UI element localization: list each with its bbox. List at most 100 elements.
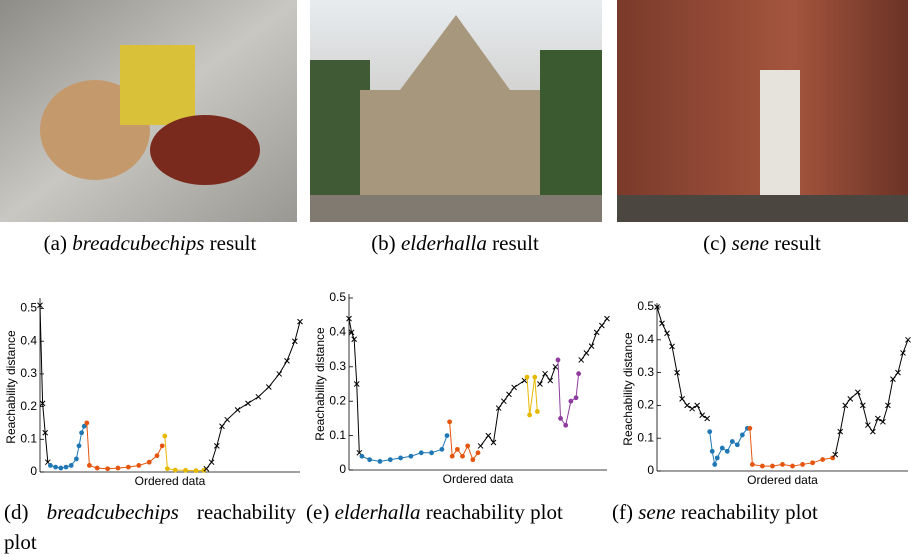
point xyxy=(245,400,251,407)
point xyxy=(679,395,685,402)
point xyxy=(477,443,484,449)
point xyxy=(659,320,665,327)
reachability-line xyxy=(164,435,204,472)
y-tick-label: 0.4 xyxy=(329,325,346,339)
point xyxy=(201,467,207,473)
point xyxy=(490,439,497,446)
point xyxy=(208,459,215,466)
point xyxy=(669,343,675,350)
point xyxy=(558,416,563,421)
point xyxy=(398,455,403,461)
point xyxy=(81,423,87,429)
point xyxy=(598,322,605,329)
point xyxy=(712,462,718,467)
y-tick-label: 0.3 xyxy=(637,365,654,379)
point xyxy=(39,400,46,407)
point xyxy=(359,453,365,459)
y-axis-label: Reachability distance xyxy=(313,327,327,441)
point xyxy=(837,428,844,435)
point xyxy=(495,405,502,411)
point xyxy=(348,329,355,336)
reachability-line xyxy=(206,321,301,470)
y-tick-label: 0.2 xyxy=(637,398,654,412)
point xyxy=(76,443,82,449)
point xyxy=(830,455,836,461)
point xyxy=(864,422,871,428)
point xyxy=(593,329,600,336)
x-axis-label: Ordered data xyxy=(443,472,514,486)
point xyxy=(346,315,352,322)
point xyxy=(724,448,730,454)
point xyxy=(563,422,569,428)
point xyxy=(353,381,360,387)
caption: (b) elderhalla result xyxy=(371,231,539,255)
point xyxy=(63,464,69,470)
point xyxy=(674,369,680,376)
caption: (e) elderhalla reachability plot xyxy=(306,500,563,524)
point xyxy=(74,456,79,462)
point xyxy=(159,443,165,449)
reachability-line xyxy=(539,366,556,385)
point xyxy=(234,407,241,413)
point xyxy=(905,336,911,343)
point xyxy=(291,338,298,345)
point xyxy=(729,439,735,444)
point xyxy=(555,357,561,363)
caption: (f) sene reachability plot xyxy=(612,500,818,524)
point xyxy=(880,418,886,425)
point xyxy=(790,463,795,469)
y-tick-label: 0.3 xyxy=(20,366,37,380)
point xyxy=(780,462,785,467)
point xyxy=(125,464,131,470)
point xyxy=(885,402,891,409)
reachability-line xyxy=(749,428,833,467)
point xyxy=(465,443,471,449)
y-tick-label: 0.4 xyxy=(637,332,654,346)
point xyxy=(770,463,775,469)
point xyxy=(449,453,455,459)
point xyxy=(58,465,64,471)
point xyxy=(832,451,839,458)
point xyxy=(537,381,543,387)
point xyxy=(890,376,896,383)
point xyxy=(136,463,142,468)
point xyxy=(94,465,100,471)
point xyxy=(739,432,745,438)
point xyxy=(604,315,610,322)
reachability-line xyxy=(86,422,163,470)
point xyxy=(53,464,58,470)
point xyxy=(532,374,538,380)
point xyxy=(875,415,881,422)
y-tick-label: 0.5 xyxy=(20,301,37,315)
point xyxy=(48,463,53,468)
reachability-line xyxy=(834,339,909,455)
point xyxy=(573,395,579,401)
point xyxy=(527,412,532,418)
point xyxy=(162,433,168,439)
point xyxy=(694,402,701,409)
point xyxy=(297,318,303,325)
point xyxy=(842,402,849,409)
point xyxy=(115,465,121,471)
point xyxy=(578,357,585,363)
x-axis-label: Ordered data xyxy=(747,473,818,487)
point xyxy=(709,448,715,454)
point xyxy=(87,463,92,468)
point xyxy=(79,430,84,436)
point xyxy=(810,460,816,466)
point xyxy=(760,463,765,469)
point xyxy=(684,402,690,409)
point xyxy=(707,429,713,435)
y-tick-label: 0.1 xyxy=(637,430,654,444)
point xyxy=(193,468,199,474)
point xyxy=(552,363,559,370)
point xyxy=(547,377,554,384)
y-tick-label: 0 xyxy=(30,464,37,478)
y-tick-label: 0.2 xyxy=(329,393,346,407)
point xyxy=(576,371,582,377)
point xyxy=(654,304,660,310)
point xyxy=(377,459,383,464)
reachability-line xyxy=(361,435,448,462)
point xyxy=(105,466,110,472)
x-axis-label: Ordered data xyxy=(135,474,206,488)
